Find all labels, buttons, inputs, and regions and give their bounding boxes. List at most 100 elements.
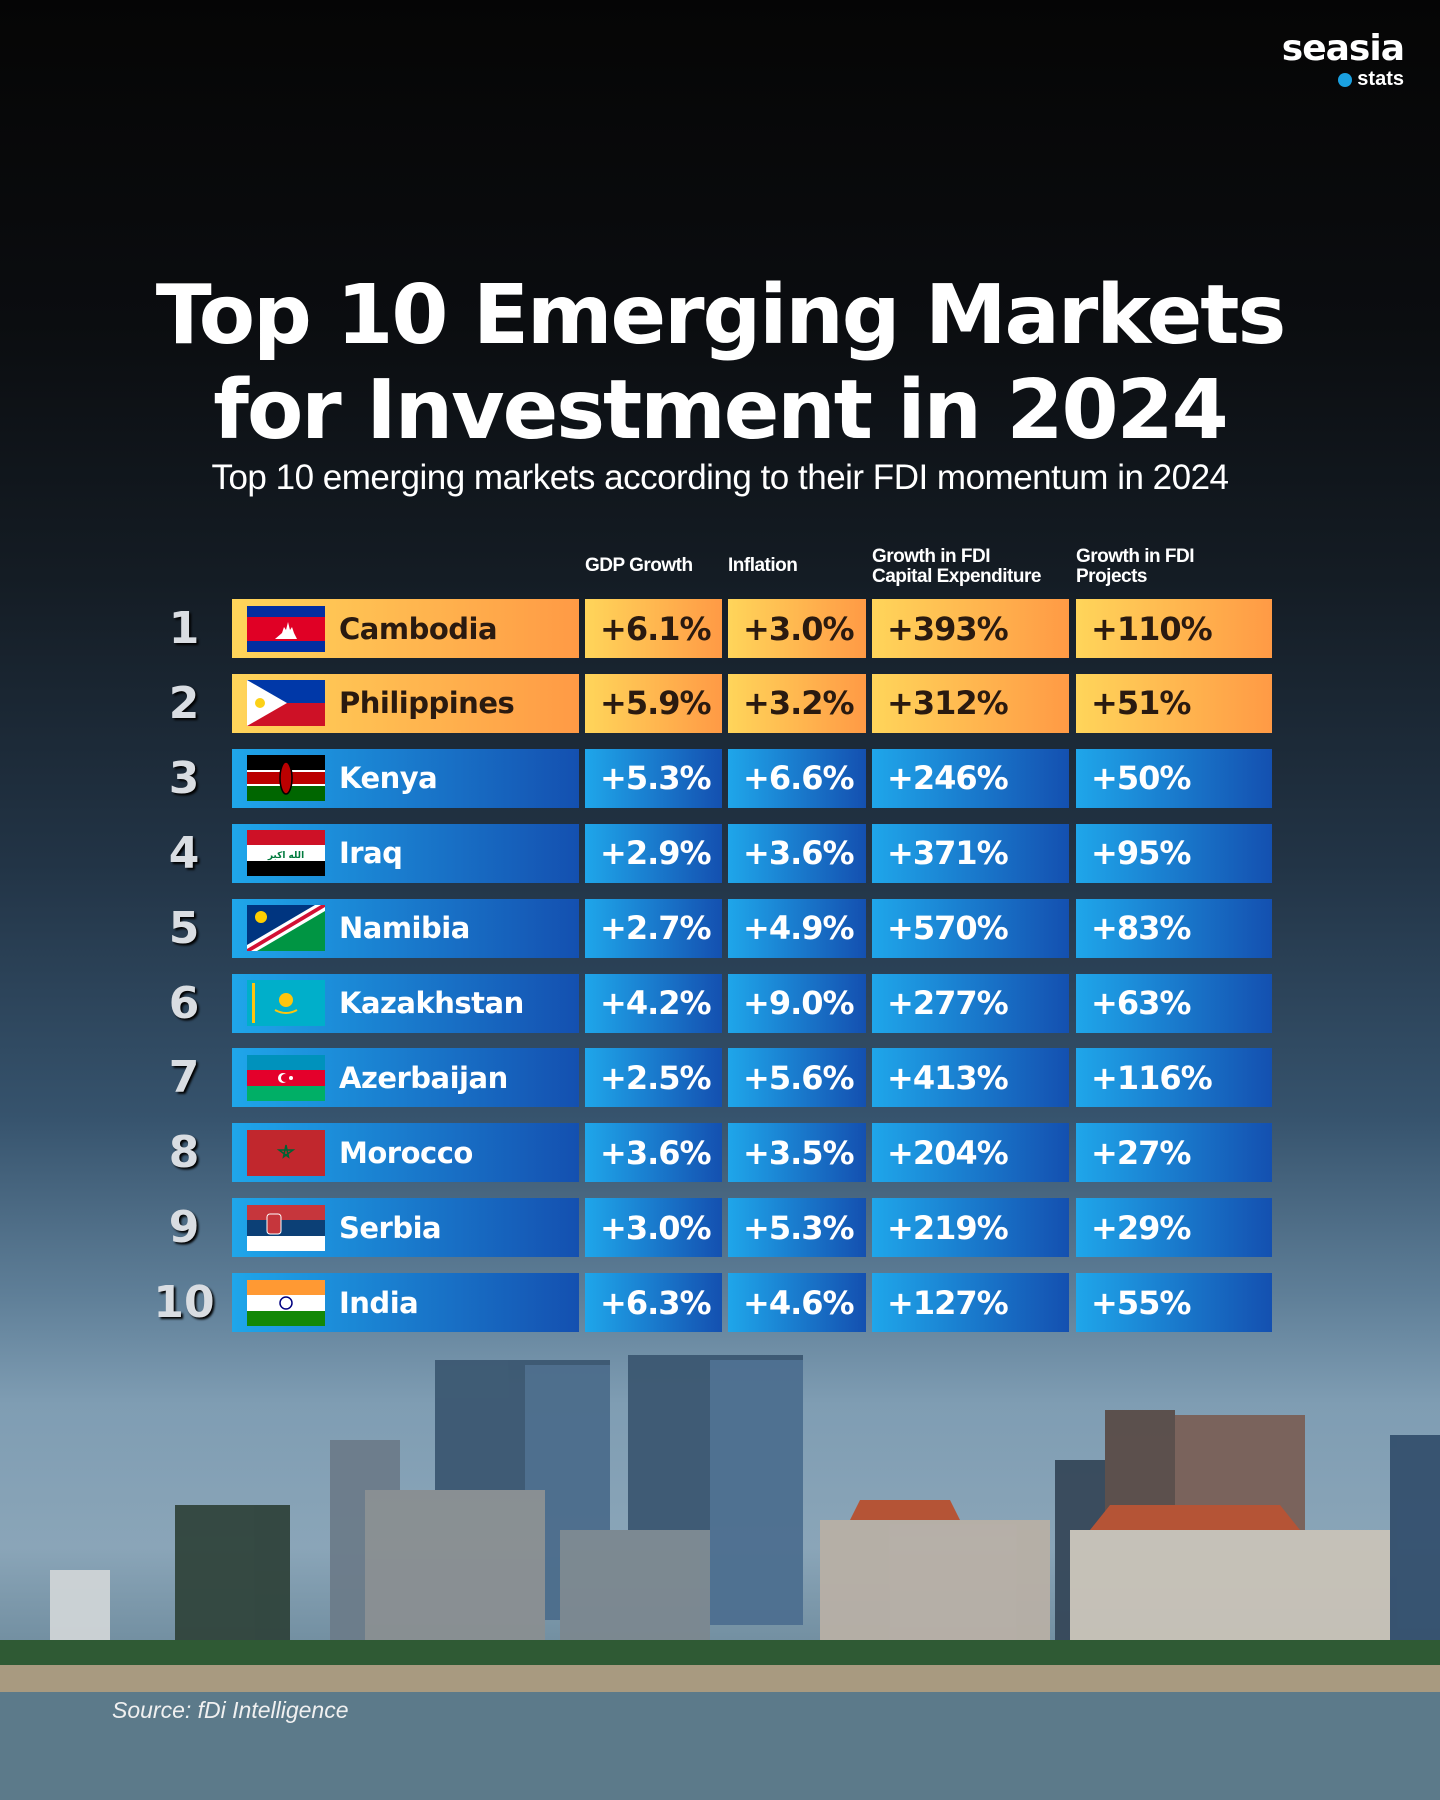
philippines-flag-icon (247, 680, 325, 727)
value-cell: +3.2% (728, 673, 866, 733)
page-subtitle: Top 10 emerging markets according to the… (211, 458, 1229, 497)
morocco-flag-icon (247, 1129, 325, 1176)
cambodia-flag-icon (247, 605, 325, 652)
page-title: Top 10 Emerging Markets for Investment i… (155, 268, 1287, 458)
iraq-flag-icon: الله اكبر (247, 830, 325, 877)
value-cell: +55% (1076, 1273, 1272, 1333)
table-row: 7 Azerbaijan +2.5% +5.6% +413% +116% (0, 1048, 1440, 1108)
country-name: Kazakhstan (339, 986, 524, 1020)
value-cell: +312% (872, 673, 1069, 733)
value-cell: +116% (1076, 1048, 1272, 1108)
value-cell: +110% (1076, 599, 1272, 658)
value-cell: +5.3% (728, 1198, 866, 1258)
brand-s-icon (1338, 72, 1353, 87)
value-cell: +95% (1076, 823, 1272, 883)
value-cell: +413% (872, 1048, 1069, 1108)
value-cell: +570% (872, 898, 1069, 958)
azerbaijan-flag-icon (247, 1054, 325, 1101)
svg-text:الله اكبر: الله اكبر (267, 851, 304, 861)
value-cell: +83% (1076, 898, 1272, 958)
country-cell: Namibia (232, 898, 579, 958)
rank-number: 10 (153, 1277, 215, 1329)
country-name: Namibia (339, 911, 470, 946)
value-cell: +4.2% (585, 973, 722, 1033)
value-cell: +4.9% (728, 898, 866, 958)
value-cell: +5.3% (585, 748, 722, 808)
country-name: Azerbaijan (339, 1060, 508, 1095)
serbia-flag-icon (247, 1204, 325, 1251)
country-name: Cambodia (339, 611, 498, 646)
value-cell: +127% (872, 1273, 1069, 1333)
rank-number: 2 (168, 677, 200, 729)
column-header: Growth in FDI Projects (1076, 546, 1195, 587)
value-cell: +5.6% (728, 1048, 866, 1108)
value-cell: +29% (1076, 1198, 1272, 1258)
rank-number: 6 (168, 977, 200, 1029)
column-header: Growth in FDI Capital Expenditure (872, 546, 1041, 587)
country-name: Serbia (339, 1210, 442, 1245)
rank-number: 7 (168, 1052, 200, 1104)
table-row: 5 Namibia +2.7% +4.9% +570% +83% (0, 898, 1440, 958)
rank-number: 8 (168, 1127, 200, 1179)
value-cell: +393% (872, 599, 1069, 658)
country-name: Philippines (339, 686, 515, 721)
value-cell: +246% (872, 748, 1069, 808)
country-cell: Cambodia (232, 599, 579, 658)
value-cell: +3.6% (585, 1123, 722, 1183)
country-cell: Kazakhstan (232, 973, 579, 1033)
kenya-flag-icon (247, 755, 325, 802)
rank-number: 5 (168, 902, 200, 954)
source-note: Source: fDi Intelligence (112, 1697, 349, 1723)
country-name: Kenya (339, 761, 438, 796)
table-row: 8 Morocco +3.6% +3.5% +204% +27% (0, 1123, 1440, 1183)
table-row: 9 Serbia +3.0% +5.3% +219% +29% (0, 1198, 1440, 1258)
table-row: 10 India +6.3% +4.6% +127% +55% (0, 1273, 1440, 1333)
value-cell: +3.6% (728, 823, 866, 883)
value-cell: +2.9% (585, 823, 722, 883)
value-cell: +63% (1076, 973, 1272, 1033)
table-row: 4 الله اكبر Iraq +2.9% +3.6% +371% +95% (0, 823, 1440, 883)
value-cell: +6.3% (585, 1273, 722, 1333)
country-cell: Serbia (232, 1198, 579, 1258)
value-cell: +3.5% (728, 1123, 866, 1183)
table-row: 6 Kazakhstan +4.2% +9.0% +277% +63% (0, 973, 1440, 1033)
brand-name: seasia (1281, 28, 1405, 69)
rank-number: 3 (168, 752, 200, 804)
city-skyline-image (0, 1355, 1440, 1800)
country-cell: الله اكبر Iraq (232, 823, 579, 883)
value-cell: +3.0% (585, 1198, 722, 1258)
country-cell: Morocco (232, 1123, 579, 1183)
country-name: Morocco (339, 1135, 473, 1170)
value-cell: +219% (872, 1198, 1069, 1258)
value-cell: +27% (1076, 1123, 1272, 1183)
country-cell: Philippines (232, 673, 579, 733)
value-cell: +3.0% (728, 599, 866, 658)
rank-number: 4 (168, 827, 200, 879)
brand-sub: stats (1357, 68, 1404, 90)
value-cell: +2.5% (585, 1048, 722, 1108)
rank-number: 9 (168, 1202, 200, 1254)
value-cell: +51% (1076, 673, 1272, 733)
value-cell: +4.6% (728, 1273, 866, 1333)
namibia-flag-icon (247, 905, 325, 952)
value-cell: +50% (1076, 748, 1272, 808)
value-cell: +2.7% (585, 898, 722, 958)
table-row: 3 Kenya +5.3% +6.6% +246% +50% (0, 748, 1440, 808)
table-row: 2 Philippines +5.9% +3.2% +312% +51% (0, 673, 1440, 733)
country-cell: Azerbaijan (232, 1048, 579, 1108)
country-cell: India (232, 1273, 579, 1333)
value-cell: +371% (872, 823, 1069, 883)
column-header: GDP Growth (585, 555, 693, 576)
column-header: Inflation (728, 555, 798, 576)
value-cell: +277% (872, 973, 1069, 1033)
value-cell: +204% (872, 1123, 1069, 1183)
table-row: 1 Cambodia +6.1% +3.0% +393% +110% (0, 599, 1440, 658)
value-cell: +6.1% (585, 599, 722, 658)
value-cell: +9.0% (728, 973, 866, 1033)
country-name: Iraq (339, 836, 403, 871)
value-cell: +5.9% (585, 673, 722, 733)
india-flag-icon (247, 1279, 325, 1326)
country-name: India (339, 1285, 419, 1320)
country-cell: Kenya (232, 748, 579, 808)
value-cell: +6.6% (728, 748, 866, 808)
